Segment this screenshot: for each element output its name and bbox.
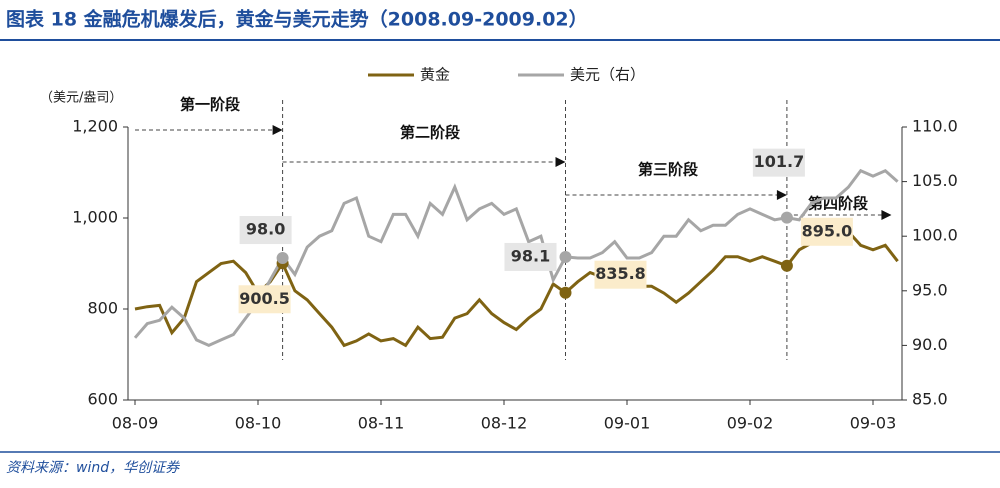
highlight-point	[780, 259, 793, 272]
label-box	[238, 285, 291, 314]
phase-label: 第一阶段	[180, 96, 240, 114]
legend-label: 美元（右）	[570, 66, 645, 84]
x-tick-label: 09-01	[604, 414, 651, 433]
x-tick-label: 09-03	[850, 414, 897, 433]
y2-tick-label: 110.0	[912, 117, 958, 136]
x-tick-label: 08-12	[481, 414, 528, 433]
source-note: 资料来源：wind，华创证券	[6, 460, 180, 476]
arrow-head	[881, 210, 892, 220]
y-tick-label: 1,000	[72, 208, 118, 227]
page-title: 图表 18 金融危机爆发后，黄金与美元走势（2008.09-2009.02）	[6, 8, 588, 31]
value-label: 895.0	[802, 221, 853, 240]
label-box	[504, 242, 557, 271]
x-tick-label: 08-10	[235, 414, 282, 433]
phase-label: 第三阶段	[638, 161, 698, 179]
y2-tick-label: 85.0	[912, 390, 948, 409]
value-label: 835.8	[595, 264, 646, 283]
label-box	[752, 148, 805, 177]
y2-tick-label: 90.0	[912, 335, 948, 354]
x-tick-label: 08-11	[358, 414, 405, 433]
legend-label: 黄金	[420, 66, 450, 84]
y-tick-label: 600	[87, 390, 118, 409]
y2-tick-label: 100.0	[912, 226, 958, 245]
arrow-head	[272, 125, 283, 135]
y-tick-label: 1,200	[72, 117, 118, 136]
x-tick-label: 09-02	[727, 414, 774, 433]
label-box	[239, 216, 292, 245]
highlight-point	[559, 250, 572, 263]
arrow-head	[555, 157, 566, 167]
y-tick-label: 800	[87, 299, 118, 318]
value-label: 101.7	[754, 152, 805, 171]
highlight-point	[780, 211, 793, 224]
value-label: 900.5	[239, 289, 290, 308]
label-box	[800, 217, 853, 246]
highlight-point	[559, 286, 572, 299]
y2-tick-label: 95.0	[912, 280, 948, 299]
value-label: 98.0	[246, 220, 285, 239]
x-tick-label: 08-09	[112, 414, 159, 433]
label-box	[594, 260, 647, 289]
y-axis-label: （美元/盎司）	[40, 91, 122, 106]
value-label: 98.1	[511, 246, 550, 265]
highlight-point	[276, 252, 289, 265]
y2-tick-label: 105.0	[912, 171, 958, 190]
phase-label: 第二阶段	[400, 124, 460, 142]
arrow-head	[776, 190, 787, 200]
